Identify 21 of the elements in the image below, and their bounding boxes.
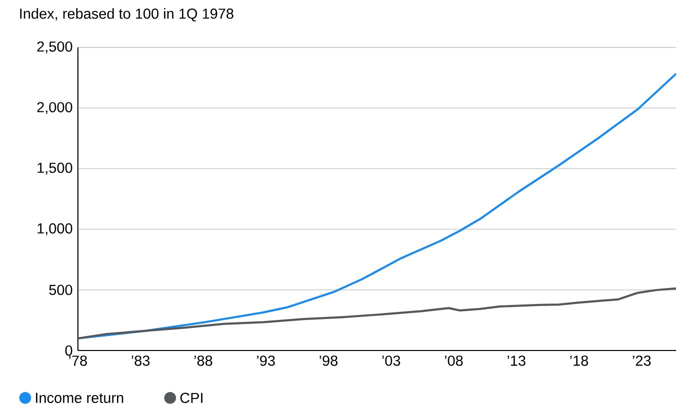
y-tick-label: 1,500 <box>38 162 72 175</box>
x-tick-label: ’18 <box>570 356 588 366</box>
chart-title: Index, rebased to 100 in 1Q 1978 <box>20 8 234 22</box>
y-tick-label: 2,500 <box>37 41 72 54</box>
x-tick-label: ’13 <box>508 356 526 366</box>
y-tick-label: 500 <box>49 284 72 295</box>
legend-label: Income return <box>36 392 124 403</box>
x-tick-label: ’08 <box>444 356 463 366</box>
legend-label: CPI <box>180 392 202 404</box>
x-tick-label: ’83 <box>132 356 150 366</box>
x-tick-label: ’23 <box>632 356 651 366</box>
line-series <box>78 72 676 340</box>
x-tick-label: ’78 <box>69 356 87 366</box>
line-series <box>78 287 676 340</box>
x-tick-label: ’98 <box>320 356 338 366</box>
x-tick-label: ’88 <box>194 356 212 366</box>
y-tick-label: 1,000 <box>38 223 72 236</box>
x-tick-label: ’03 <box>382 356 400 366</box>
y-tick-label: 2,000 <box>37 102 72 114</box>
x-tick-label: ’93 <box>257 356 275 366</box>
y-tick-label: 0 <box>65 345 72 356</box>
